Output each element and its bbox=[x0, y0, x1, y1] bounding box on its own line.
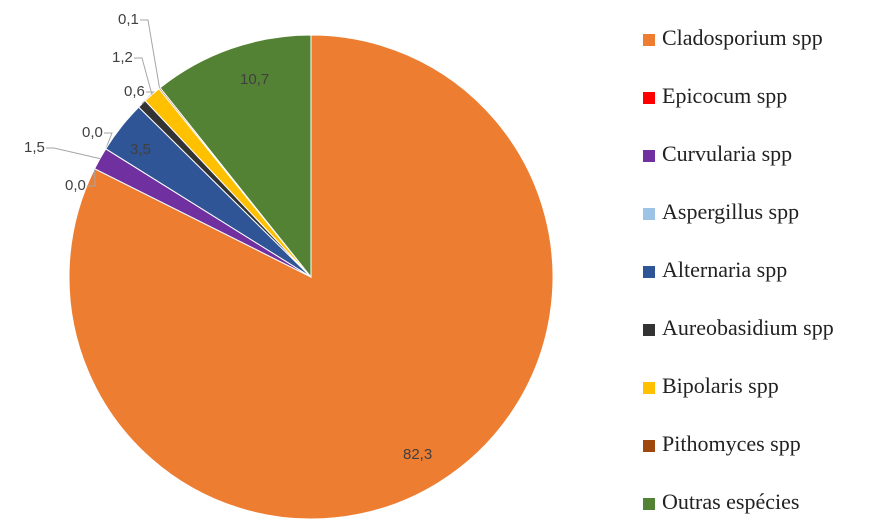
data-label: 0,1 bbox=[118, 11, 139, 28]
legend-swatch bbox=[643, 440, 655, 452]
legend-label: Aspergillus spp bbox=[662, 199, 799, 224]
legend-swatch bbox=[643, 266, 655, 278]
legend-swatch bbox=[643, 324, 655, 336]
leader-line bbox=[104, 132, 113, 150]
leader-line bbox=[46, 147, 101, 160]
data-label: 0,6 bbox=[124, 83, 145, 100]
leader-line bbox=[140, 19, 161, 89]
data-label: 82,3 bbox=[403, 446, 432, 463]
legend-label: Bipolaris spp bbox=[662, 373, 779, 398]
legend-label: Epicocum spp bbox=[662, 83, 787, 108]
legend-label: Outras espécies bbox=[662, 489, 799, 514]
leader-line bbox=[134, 57, 153, 95]
leader-line bbox=[87, 168, 96, 187]
legend-swatch bbox=[643, 382, 655, 394]
data-label: 0,0 bbox=[82, 124, 103, 141]
legend-swatch bbox=[643, 92, 655, 104]
legend-swatch bbox=[643, 150, 655, 162]
legend-label: Alternaria spp bbox=[662, 257, 787, 282]
data-label: 10,7 bbox=[240, 71, 269, 88]
data-label: 1,5 bbox=[24, 139, 45, 156]
data-label: 3,5 bbox=[130, 141, 151, 158]
legend-label: Aureobasidium spp bbox=[662, 315, 834, 340]
pie-slice bbox=[159, 34, 312, 279]
legend-swatch bbox=[643, 498, 655, 510]
legend-label: Curvularia spp bbox=[662, 141, 792, 166]
legend-label: Cladosporium spp bbox=[662, 25, 823, 50]
legend-swatch bbox=[643, 34, 655, 46]
data-label: 0,0 bbox=[65, 177, 86, 194]
data-label: 1,2 bbox=[112, 49, 133, 66]
legend-swatch bbox=[643, 208, 655, 220]
legend-label: Pithomyces spp bbox=[662, 431, 801, 456]
